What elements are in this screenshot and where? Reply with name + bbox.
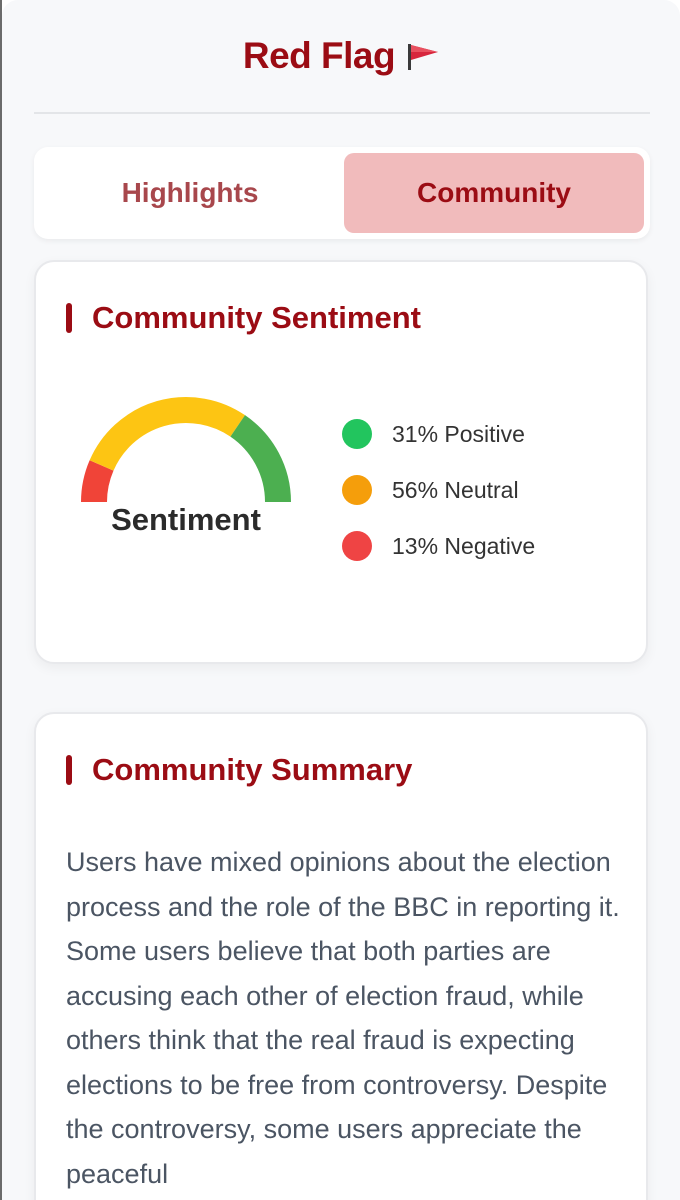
window-edge [0,0,2,1200]
legend-text: 31% Positive [392,420,525,447]
community-sentiment-card: Community Sentiment Sentiment 31% Positi… [34,260,648,664]
positive-dot-icon [342,419,372,449]
negative-dot-icon [342,531,372,561]
card-title-text: Community Sentiment [92,300,421,335]
legend-item-positive: 31% Positive [342,406,535,462]
community-summary-card: Community Summary Users have mixed opini… [34,712,648,1200]
gauge-arc-positive [230,415,291,502]
legend-text: 13% Negative [392,532,536,559]
app-title: Red Flag [242,35,396,76]
legend-text: 56% Neutral [392,476,519,503]
gauge-arc-negative [81,460,114,502]
neutral-dot-icon [342,475,372,505]
legend-item-negative: 13% Negative [342,518,535,574]
summary-text: Users have mixed opinions about the elec… [66,847,620,1189]
tab-community[interactable]: Community [344,153,644,233]
accent-bar [66,303,72,333]
tab-highlights[interactable]: Highlights [121,177,259,208]
legend-item-neutral: 56% Neutral [342,462,535,518]
gauge-label: Sentiment [111,502,261,537]
red-flag-icon [408,44,439,70]
sentiment-legend: 31% Positive 56% Neutral 13% Negative [342,406,535,574]
card-title-text: Community Summary [92,752,413,787]
card-title: Community Sentiment [66,300,421,336]
tab-bar: Highlights Community [34,147,650,239]
header: Red Flag [34,0,650,114]
card-title: Community Summary [66,752,412,788]
sentiment-gauge [81,397,291,502]
gauge-arc-neutral [89,397,246,471]
accent-bar [66,755,72,785]
